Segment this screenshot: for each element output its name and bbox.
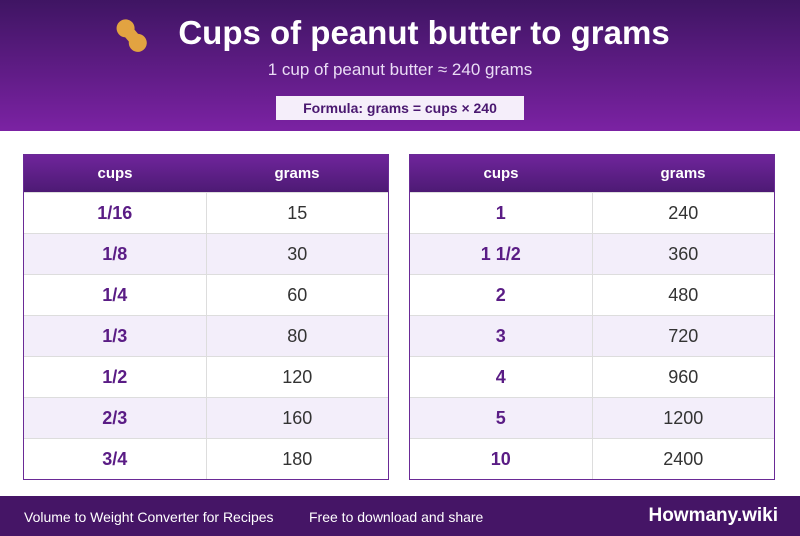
grams-cell: 180 <box>282 448 313 469</box>
table-row: 4 960 <box>410 356 774 397</box>
table-row: 1 1/2 360 <box>410 233 774 274</box>
grams-cell: 360 <box>668 243 699 264</box>
grams-cell: 80 <box>287 325 308 346</box>
cups-cell: 1 <box>410 193 593 233</box>
footer: Volume to Weight Converter for Recipes F… <box>0 496 800 536</box>
cups-cell: 2 <box>410 275 593 315</box>
grams-cell: 30 <box>287 243 308 264</box>
column-header: cups <box>97 165 133 182</box>
header-row: cups grams <box>24 155 388 192</box>
cups-cell: 1/4 <box>24 275 207 315</box>
table-row: 1/3 80 <box>24 315 388 356</box>
table-row: 3/4 180 <box>24 438 388 479</box>
column-header: grams <box>274 165 320 182</box>
grams-cell: 15 <box>287 202 308 223</box>
table: cups grams 1/16 15 1/8 30 1/4 60 1/3 80 1/2 120 2/3 1… <box>23 154 389 480</box>
cups-cell: 3 <box>410 316 593 356</box>
table-row: 1/4 60 <box>24 274 388 315</box>
title: Cups of peanut butter to grams <box>0 14 800 52</box>
brand: Howmany.wiki <box>648 505 778 526</box>
table-row: 1/16 15 <box>24 192 388 233</box>
title-text: Cups of peanut butter to grams <box>178 14 670 51</box>
table-row: 3 720 <box>410 315 774 356</box>
grams-cell: 720 <box>668 325 699 346</box>
subtitle: 1 cup of peanut butter ≈ 240 grams <box>267 60 533 79</box>
footer-left: Volume to Weight Converter for Recipes <box>24 509 274 525</box>
cups-cell: 5 <box>410 398 593 438</box>
formula: Formula: grams = cups × 240 <box>276 96 524 120</box>
cups-cell: 1/2 <box>24 357 207 397</box>
table-row: 2/3 160 <box>24 397 388 438</box>
table: cups grams 1 240 1 1/2 360 2 480 3 720 4 960 5 1200 10… <box>409 154 775 480</box>
grams-cell: 160 <box>282 407 313 428</box>
cups-cell: 4 <box>410 357 593 397</box>
cups-cell: 1/8 <box>24 234 207 274</box>
cups-cell: 1 1/2 <box>410 234 593 274</box>
grams-cell: 960 <box>668 366 699 387</box>
column-header: grams <box>660 165 706 182</box>
table-row: 2 480 <box>410 274 774 315</box>
column-header: cups <box>483 165 519 182</box>
cups-cell: 10 <box>410 439 593 479</box>
header-row: cups grams <box>410 155 774 192</box>
grams-cell: 120 <box>282 366 313 387</box>
grams-cell: 1200 <box>663 407 704 428</box>
table-row: 1/8 30 <box>24 233 388 274</box>
cups-cell: 3/4 <box>24 439 207 479</box>
grams-cell: 480 <box>668 284 699 305</box>
table-row: 1/2 120 <box>24 356 388 397</box>
grams-cell: 60 <box>287 284 308 305</box>
table-row: 5 1200 <box>410 397 774 438</box>
footer-middle: Free to download and share <box>309 509 484 525</box>
header: Cups of peanut butter to grams 1 cup of … <box>0 0 800 131</box>
peanut-icon <box>116 19 147 52</box>
grams-cell: 2400 <box>663 448 704 469</box>
cups-cell: 2/3 <box>24 398 207 438</box>
table-row: 10 2400 <box>410 438 774 479</box>
table-row: 1 240 <box>410 192 774 233</box>
grams-cell: 240 <box>668 202 699 223</box>
cups-cell: 1/16 <box>24 193 207 233</box>
cups-cell: 1/3 <box>24 316 207 356</box>
